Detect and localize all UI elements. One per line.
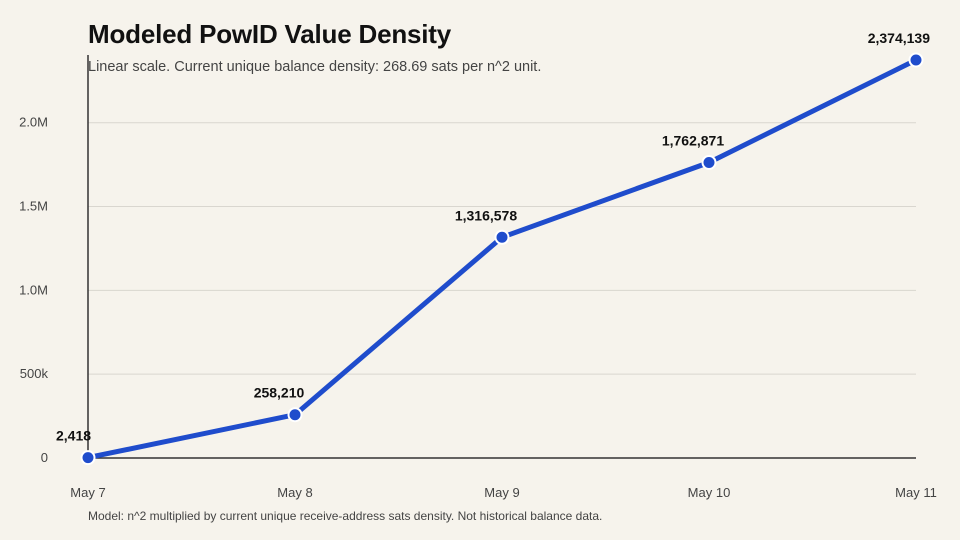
data-point — [494, 229, 510, 245]
y-tick-label: 1.0M — [19, 282, 48, 297]
chart-footnote: Model: n^2 multiplied by current unique … — [88, 509, 603, 523]
x-tick-label: May 10 — [688, 485, 731, 500]
data-point — [908, 52, 924, 68]
series-line — [85, 57, 919, 461]
x-tick-label: May 8 — [277, 485, 312, 500]
data-label: 1,316,578 — [455, 207, 517, 223]
chart-title: Modeled PowID Value Density — [88, 19, 452, 49]
data-points — [80, 52, 924, 466]
x-tick-label: May 11 — [895, 485, 937, 500]
y-tick-label: 1.5M — [19, 199, 48, 214]
y-tick-label: 2.0M — [19, 115, 48, 130]
gridlines — [88, 122, 916, 375]
x-tick-label: May 9 — [484, 485, 519, 500]
data-label: 258,210 — [254, 385, 305, 401]
y-tick-label: 500k — [20, 366, 49, 381]
data-label: 2,374,139 — [868, 30, 930, 46]
data-point — [287, 407, 303, 423]
y-tick-label: 0 — [41, 450, 48, 465]
data-point — [701, 154, 717, 170]
data-point — [80, 450, 96, 466]
data-labels: 2,418 258,210 1,316,578 1,762,871 2,374,139 — [56, 30, 930, 444]
y-axis-tick-labels: 0 500k 1.0M 1.5M 2.0M — [19, 115, 48, 465]
x-axis-tick-labels: May 7 May 8 May 9 May 10 May 11 — [70, 485, 937, 500]
chart-subtitle: Linear scale. Current unique balance den… — [88, 59, 542, 75]
x-tick-label: May 7 — [70, 485, 105, 500]
data-label: 2,418 — [56, 428, 91, 444]
data-label: 1,762,871 — [662, 132, 724, 148]
